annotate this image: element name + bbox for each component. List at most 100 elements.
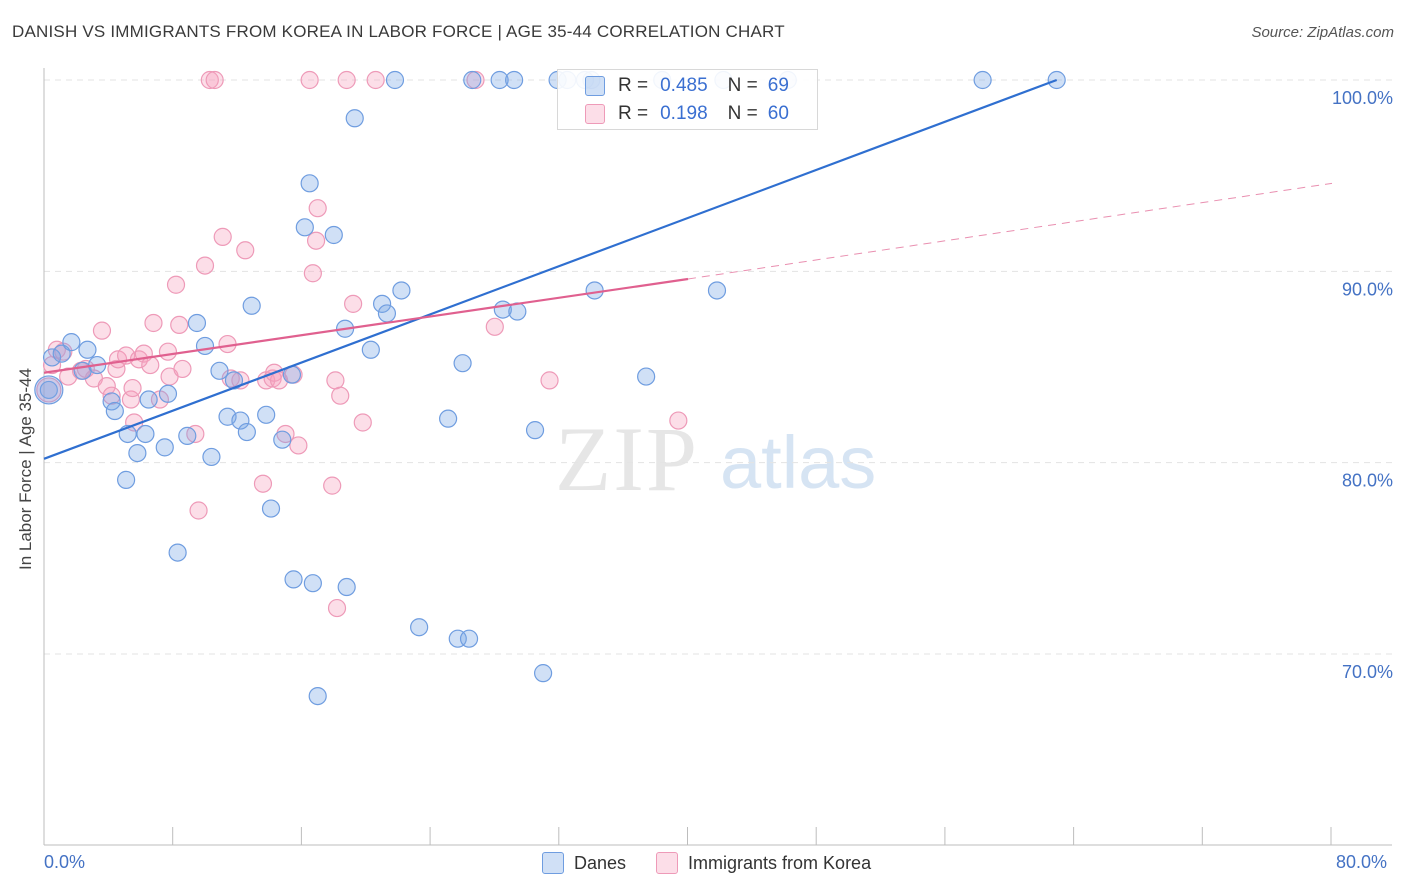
danes-point-26 <box>242 296 261 315</box>
legend-item-korea[interactable]: Immigrants from Korea <box>656 852 871 874</box>
danes-point-8 <box>105 401 124 421</box>
korea-point-47 <box>308 199 327 218</box>
korea-point-53 <box>344 294 363 313</box>
korea-point-13 <box>121 390 141 409</box>
chart-title: DANISH VS IMMIGRANTS FROM KOREA IN LABOR… <box>12 22 785 41</box>
legend-swatch-korea <box>656 852 679 874</box>
y-tick-label-70: 70.0% <box>1342 662 1393 682</box>
stats-box: R = 0.485 N = 69 R = 0.198 N = 60 <box>557 69 818 130</box>
danes-point-62 <box>637 367 656 386</box>
korea-point-35 <box>236 241 255 260</box>
korea-n-value: 60 <box>767 103 789 124</box>
legend-label-korea: Immigrants from Korea <box>688 852 872 873</box>
korea-n-label: N = <box>727 103 758 124</box>
korea-point-23 <box>166 275 186 294</box>
danes-point-16 <box>168 543 187 562</box>
korea-point-32 <box>218 334 237 354</box>
y-tick-label-80: 80.0% <box>1342 471 1393 491</box>
danes-point-49 <box>459 629 479 648</box>
korea-point-25 <box>173 359 192 379</box>
danes-point-40 <box>361 340 380 359</box>
danes-point-44 <box>392 281 411 300</box>
source-label: Source: ZipAtlas.com <box>1251 24 1394 41</box>
danes-point-36 <box>324 225 343 245</box>
korea-point-19 <box>144 313 163 333</box>
x-tick-label-min: 0.0% <box>44 852 86 872</box>
korea-point-41 <box>276 424 295 444</box>
korea-point-57 <box>485 317 504 336</box>
danes-trendline <box>43 78 1058 460</box>
danes-point-14 <box>155 438 174 457</box>
danes-r-value: 0.485 <box>660 75 708 96</box>
danes-point-51 <box>490 70 509 90</box>
korea-point-55 <box>366 70 385 90</box>
korea-point-28 <box>195 256 215 275</box>
danes-point-31 <box>284 570 303 589</box>
danes-point-21 <box>210 361 229 380</box>
danes-point-50 <box>463 70 482 90</box>
danes-point-24 <box>231 411 250 430</box>
danes-point-12 <box>136 424 155 444</box>
korea-point-44 <box>300 70 319 90</box>
danes-point-11 <box>128 444 147 463</box>
y-tick-labels: 70.0% 80.0% 90.0% 100.0% <box>1332 88 1393 682</box>
danes-point-32 <box>295 218 314 237</box>
danes-point-43 <box>385 70 405 90</box>
x-tick-label-max: 80.0% <box>1336 852 1388 872</box>
korea-point-54 <box>353 413 372 432</box>
danes-point-67 <box>973 70 992 90</box>
korea-point-48 <box>323 476 342 495</box>
danes-point-17 <box>178 426 197 445</box>
korea-trendline <box>43 277 689 374</box>
korea-point-59 <box>669 411 688 430</box>
danes-point-61 <box>585 281 604 300</box>
danes-point-0 <box>39 380 58 400</box>
danes-point-5 <box>78 340 97 359</box>
danes-r-label: R = <box>618 75 649 96</box>
danes-point-64 <box>707 281 727 300</box>
stats-row-danes: R = 0.485 N = 69 <box>585 73 789 99</box>
danes-point-9 <box>117 470 136 489</box>
korea-point-31 <box>213 227 232 246</box>
danes-point-25 <box>237 422 256 442</box>
korea-trendline-extension <box>687 182 1333 280</box>
danes-point-46 <box>439 409 458 428</box>
danes-point-7 <box>102 392 121 411</box>
korea-point-58 <box>540 371 559 390</box>
korea-point-49 <box>326 371 345 390</box>
korea-points <box>36 70 688 618</box>
danes-point-39 <box>345 109 364 128</box>
korea-point-7 <box>92 321 112 340</box>
y-tick-label-90: 90.0% <box>1342 279 1393 299</box>
danes-point-27 <box>257 405 276 424</box>
korea-point-45 <box>303 264 322 283</box>
danes-point-1 <box>42 348 62 367</box>
korea-r-label: R = <box>618 103 649 124</box>
danes-point-38 <box>337 577 356 597</box>
danes-point-55 <box>525 421 545 440</box>
danes-n-label: N = <box>727 75 758 96</box>
danes-point-33 <box>300 174 319 193</box>
korea-point-36 <box>253 474 273 493</box>
danes-point-48 <box>453 354 472 373</box>
korea-point-29 <box>200 70 219 90</box>
korea-point-52 <box>337 70 356 90</box>
legend-item-danes[interactable]: Danes <box>542 852 626 874</box>
watermark-zip: ZIP <box>555 408 699 510</box>
korea-point-27 <box>189 501 208 520</box>
danes-point-34 <box>303 574 322 593</box>
korea-r-value: 0.198 <box>660 103 708 124</box>
legend-label-danes: Danes <box>574 852 627 873</box>
korea-swatch <box>585 104 605 124</box>
danes-point-45 <box>410 618 429 637</box>
korea-point-9 <box>102 386 121 405</box>
danes-point-18 <box>187 313 207 333</box>
danes-n-value: 69 <box>767 75 789 96</box>
legend-swatch-danes <box>542 852 564 874</box>
danes-point-15 <box>158 384 178 403</box>
danes-point-29 <box>273 430 292 449</box>
gridlines <box>44 79 1392 655</box>
legend: Danes Immigrants from Korea <box>542 852 901 874</box>
danes-point-3 <box>62 333 81 352</box>
